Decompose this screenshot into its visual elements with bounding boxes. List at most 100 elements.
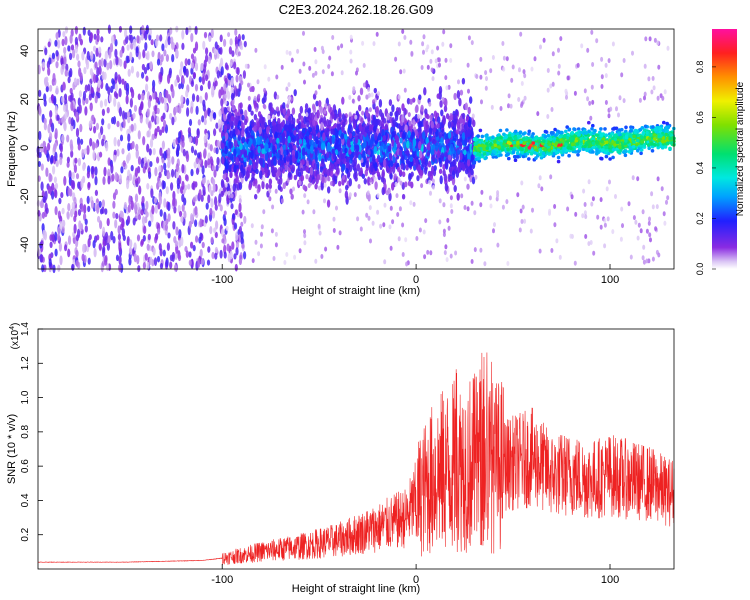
spectrogram-cell [78, 67, 82, 77]
spectrogram-cell [229, 38, 233, 46]
spectrogram-cell [461, 112, 466, 120]
spectrogram-cell [170, 182, 174, 191]
spectrogram-cell [69, 139, 73, 149]
spectrogram-cell [450, 161, 454, 167]
spectrogram-cell [399, 137, 403, 144]
spectrogram-cell [177, 254, 182, 262]
spectrogram-cell [101, 108, 105, 117]
spectrogram-cell [471, 113, 475, 119]
spectrogram-cell [546, 87, 550, 93]
spectrogram-cell [383, 143, 387, 150]
spectrogram-cell [194, 83, 199, 92]
spectrogram-cell [190, 62, 194, 69]
spectrogram-cell [444, 151, 448, 158]
spectrogram-cell [261, 148, 265, 155]
spectrogram-cell [224, 182, 228, 188]
spectrogram-cell [286, 178, 290, 184]
spectrogram-cell [374, 181, 378, 190]
spectrogram-cell [113, 136, 117, 147]
spectrogram-cell [194, 25, 198, 35]
spectrogram-cell [573, 149, 578, 154]
spectrogram-cell [401, 252, 405, 257]
spectrogram-cell [379, 223, 383, 229]
spectrogram-cell [292, 186, 295, 192]
spectrogram-cell [240, 221, 244, 227]
spectrogram-cell [349, 124, 353, 134]
spectrogram-cell [365, 109, 369, 117]
spectrogram-cell [61, 225, 65, 234]
spectrogram-cell [145, 75, 149, 82]
spectrogram-cell [274, 231, 278, 237]
spectrogram-cell [643, 95, 646, 101]
spectrogram-cell [146, 261, 150, 270]
spectrogram-cell [142, 261, 146, 270]
spectrogram-cell [433, 127, 437, 133]
spectrogram-cell [89, 104, 93, 112]
spectrogram-cell [85, 60, 90, 70]
spectrogram-cell [394, 56, 398, 62]
spectrogram-cell [389, 173, 393, 180]
spectrogram-cell [397, 94, 401, 100]
spectrogram-cell [94, 95, 98, 104]
spectrogram-cell [209, 156, 213, 164]
spectrogram-cell [101, 199, 105, 208]
spectrogram-cell [409, 98, 413, 105]
spectrogram-cell [444, 182, 449, 192]
spectrogram-cell [395, 193, 399, 199]
spectrogram-cell [326, 199, 331, 208]
spectrogram-cell [369, 177, 373, 183]
spectrogram-cell [181, 140, 185, 148]
spectrogram-cell [238, 198, 242, 204]
spectrogram-cell [235, 74, 239, 83]
spectrogram-cell [595, 38, 599, 44]
spectrogram-cell [308, 177, 312, 183]
spectrogram-cell [233, 148, 237, 157]
spectrogram-cell [403, 35, 407, 40]
spectrogram-cell [167, 157, 171, 166]
spectrogram-cell [438, 157, 442, 164]
spectrogram-cell [271, 171, 276, 178]
spectrogram-cell [587, 241, 591, 247]
spectrogram-cell [248, 159, 253, 166]
spectrogram-cell [425, 120, 429, 130]
spectrogram-cell [436, 45, 440, 51]
spectrogram-cell [432, 153, 436, 163]
spectrogram-cell [615, 106, 618, 112]
spectrogram-cell [457, 148, 461, 155]
spectrogram-cell [442, 202, 446, 208]
spectrogram-cell [470, 259, 474, 264]
figure-title: C2E3.2024.262.18.26.G09 [278, 2, 434, 17]
spectrogram-cell [193, 149, 198, 156]
spectrogram-cell [348, 177, 352, 187]
spectrogram-cell [317, 84, 321, 90]
spectrogram-cell [493, 222, 496, 228]
spectrogram-cell [131, 140, 135, 150]
spectrogram-cell [410, 134, 414, 140]
spectrogram-cell [530, 66, 534, 72]
spectrogram-cell [461, 139, 465, 146]
spectrogram-cell [519, 31, 523, 37]
spectrogram-cell [253, 95, 257, 101]
spectrogram-cell [43, 122, 48, 131]
spectrogram-cell [176, 74, 180, 82]
spectrogram-cell [230, 193, 234, 199]
spectrogram-cell [387, 145, 391, 152]
spectrogram-cell [159, 248, 163, 257]
spectrogram-cell [190, 145, 195, 154]
spectrogram-cell [227, 90, 231, 100]
spectrogram-cell [316, 161, 320, 169]
spectrogram-cell [527, 157, 531, 161]
spectrogram-cell [143, 156, 147, 164]
spectrogram-cell [363, 155, 367, 164]
spectrogram-cell [241, 243, 245, 249]
spectrogram-cell [83, 212, 87, 221]
spectrogram-cell [479, 74, 483, 80]
spectrogram-cell [149, 160, 153, 168]
spectrogram-cell [401, 29, 405, 34]
spectrogram-cell [139, 115, 143, 124]
spectrogram-cell [158, 195, 162, 206]
spectrogram-cell [59, 156, 63, 166]
spectrogram-cell [398, 206, 402, 212]
spectrogram-cell [235, 88, 239, 97]
spectrogram-cell [266, 126, 270, 135]
